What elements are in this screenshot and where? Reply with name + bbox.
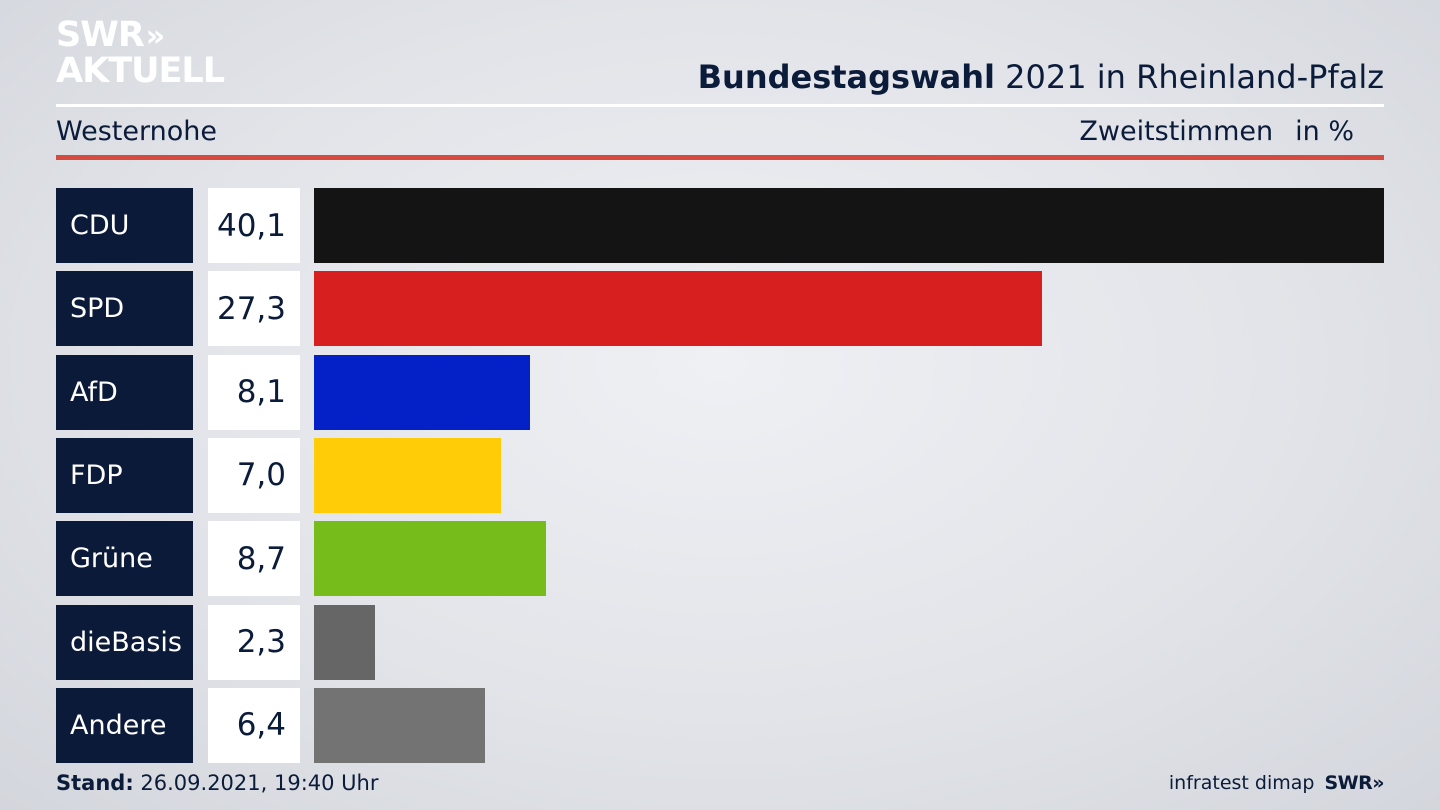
title-rest: 2021 in Rheinland-Pfalz — [995, 58, 1384, 96]
source-credit: infratest dimap SWR» — [1168, 772, 1385, 794]
unit-label: in % — [1295, 116, 1354, 147]
timestamp: Stand: 26.09.2021, 19:40 Uhr — [56, 771, 379, 795]
header-divider — [56, 104, 1384, 107]
logo-aktuell: AKTUELL — [56, 51, 225, 91]
value-label-gr-ne: 8,7 — [208, 521, 300, 597]
party-label-spd: SPD — [56, 271, 193, 347]
logo-chevrons-icon: » — [145, 19, 166, 54]
bar-fdp — [314, 437, 501, 513]
bar-diebasis — [314, 604, 376, 680]
measure-label: Zweitstimmen in % — [1079, 116, 1354, 147]
measure-name: Zweitstimmen — [1079, 116, 1274, 147]
bar-afd — [314, 354, 531, 430]
party-label-gr-ne: Grüne — [56, 521, 193, 597]
chart-title: Bundestagswahl 2021 in Rheinland-Pfalz — [698, 58, 1384, 96]
bar-cdu — [314, 188, 1384, 263]
swr-brand-logo: SWR» — [1324, 772, 1384, 794]
party-label-diebasis: dieBasis — [56, 604, 193, 680]
party-label-andere: Andere — [56, 687, 193, 763]
value-label-cdu: 40,1 — [208, 188, 300, 263]
source-name: infratest dimap — [1168, 772, 1315, 794]
timestamp-value: 26.09.2021, 19:40 Uhr — [133, 771, 379, 795]
value-label-spd: 27,3 — [208, 271, 300, 347]
party-label-fdp: FDP — [56, 437, 193, 513]
party-label-cdu: CDU — [56, 188, 193, 263]
value-label-afd: 8,1 — [208, 354, 300, 430]
value-label-andere: 6,4 — [208, 687, 300, 763]
region-label: Westernohe — [56, 116, 217, 147]
bar-spd — [314, 271, 1043, 347]
value-label-fdp: 7,0 — [208, 437, 300, 513]
bar-andere — [314, 687, 485, 763]
title-bold: Bundestagswahl — [697, 58, 995, 96]
timestamp-label: Stand: — [56, 771, 134, 795]
logo-swr: SWR — [56, 15, 145, 55]
value-label-diebasis: 2,3 — [208, 604, 300, 680]
accent-divider — [56, 155, 1384, 160]
swr-aktuell-logo: SWR» AKTUELL — [56, 15, 225, 91]
bar-gr-ne — [314, 521, 547, 597]
party-label-afd: AfD — [56, 354, 193, 430]
